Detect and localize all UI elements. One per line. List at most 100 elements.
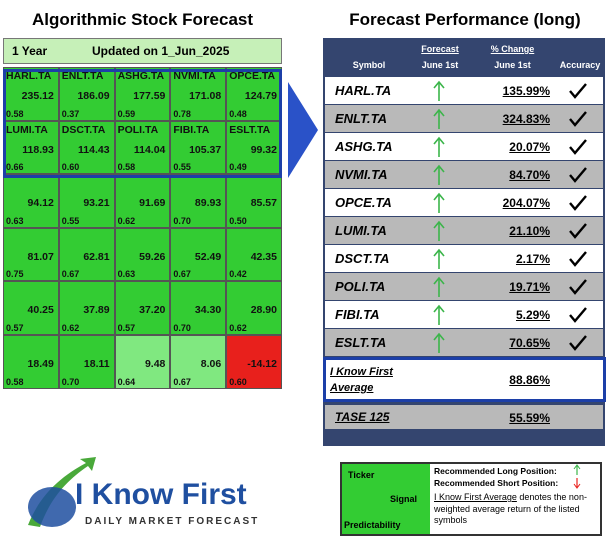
cell-ticker: DSCT.TA — [61, 123, 106, 136]
average-note: denotes the non-weighted average return … — [434, 492, 587, 525]
cell-signal: 52.49 — [194, 250, 222, 263]
cell-signal: 93.21 — [83, 197, 110, 210]
cell-predictability: 0.67 — [173, 376, 191, 387]
right-title: Forecast Performance (long) — [349, 10, 581, 29]
short-arrow — [573, 478, 581, 489]
row-symbol: ESLT.TA — [335, 335, 387, 350]
cell-ticker: ASHG.TA — [117, 70, 165, 82]
table-row — [325, 189, 603, 216]
chevron — [288, 82, 318, 178]
table-row — [325, 329, 603, 356]
forecast-arrow — [433, 192, 445, 213]
cell-signal: 42.35 — [250, 250, 277, 263]
cell-predictability: 0.37 — [61, 108, 80, 119]
heatmap-cell: 8.06 0.67 — [170, 335, 227, 389]
cell-predictability: 0.66 — [6, 162, 24, 173]
heatmap-cell: 52.49 0.67 — [170, 227, 227, 282]
forecast-arrow — [433, 304, 445, 325]
heatmap-cell: 42.35 0.42 — [226, 227, 282, 282]
cell-predictability: 0.60 — [229, 376, 247, 387]
cell-ticker: POLI.TA — [117, 123, 159, 136]
header-accuracy: Accuracy — [559, 60, 601, 70]
cell-predictability: 0.48 — [229, 108, 247, 119]
row-symbol: DSCT.TA — [335, 251, 390, 266]
cell-predictability: 0.60 — [61, 162, 80, 173]
table-row — [325, 105, 603, 132]
cell-signal: 186.09 — [77, 90, 110, 102]
cell-predictability: 0.70 — [173, 215, 191, 226]
benchmark-row — [325, 405, 603, 429]
row-symbol: ASHG.TA — [335, 139, 393, 154]
cell-predictability: 0.58 — [6, 108, 24, 119]
cell-predictability: 0.62 — [229, 322, 247, 333]
cell-signal: 18.49 — [27, 358, 54, 370]
header-change: % Change — [490, 44, 535, 54]
accuracy-check — [569, 307, 587, 323]
heatmap-cell: 81.07 0.75 — [3, 227, 59, 282]
cell-signal: 85.57 — [250, 197, 277, 210]
cell-predictability: 0.75 — [6, 269, 24, 280]
period: 1 Year — [12, 44, 48, 58]
forecast-arrow — [433, 164, 445, 185]
cell-ticker: ESLT.TA — [229, 123, 271, 136]
accuracy-check — [569, 139, 587, 155]
heatmap-cell: 91.69 0.62 — [114, 174, 171, 228]
cell-predictability: 0.64 — [117, 376, 136, 387]
heatmap-cell: -14.12 0.60 — [226, 335, 282, 389]
cell-ticker: FIBI.TA — [173, 123, 210, 136]
legend-long: Recommended Long Position: — [434, 466, 557, 476]
row-change: 2.17% — [515, 252, 550, 266]
cell-ticker: ENLT.TA — [61, 70, 104, 82]
cell-predictability: 0.57 — [117, 322, 136, 333]
accuracy-check — [569, 223, 587, 239]
cell-signal: 62.81 — [83, 250, 110, 263]
accuracy-check — [569, 195, 587, 211]
table-row — [325, 217, 603, 244]
average-change: 88.86% — [509, 373, 550, 387]
cell-signal: 89.93 — [194, 197, 222, 210]
accuracy-check — [569, 83, 587, 99]
cell-predictability: 0.58 — [117, 162, 136, 173]
cell-predictability: 0.58 — [6, 376, 24, 387]
logo-tagline: DAILY MARKET FORECAST — [85, 516, 260, 527]
heatmap-cell: 59.26 0.63 — [114, 227, 171, 282]
cell-signal: 37.89 — [83, 304, 110, 317]
header-change-date: June 1st — [494, 60, 531, 70]
accuracy-check — [569, 111, 587, 127]
accuracy-check — [569, 335, 587, 351]
table-row — [325, 301, 603, 328]
cell-signal: 37.20 — [139, 304, 166, 317]
heatmap-cell: ASHG.TA 177.59 0.59 — [114, 67, 171, 121]
legend-signal: Signal — [390, 494, 418, 504]
cell-predictability: 0.59 — [117, 108, 136, 119]
forecast-arrow — [433, 332, 445, 353]
row-change: 135.99% — [502, 84, 550, 98]
cell-ticker: OPCE.TA — [229, 70, 276, 82]
benchmark-label: TASE 125 — [335, 410, 390, 424]
heatmap-cell: 28.90 0.62 — [226, 281, 282, 335]
cell-predictability: 0.57 — [6, 322, 24, 333]
heatmap-cell: 18.11 0.70 — [58, 335, 115, 389]
forecast-arrow — [433, 276, 445, 297]
left-title: Algorithmic Stock Forecast — [31, 10, 254, 29]
cell-predictability: 0.42 — [229, 269, 247, 280]
average-link: I Know First Average — [434, 492, 517, 502]
cell-predictability: 0.55 — [173, 162, 191, 173]
row-symbol: POLI.TA — [335, 279, 386, 294]
cell-signal: 105.37 — [189, 143, 222, 156]
cell-signal: 81.07 — [27, 250, 54, 263]
row-symbol: NVMI.TA — [335, 167, 388, 182]
heatmap-cell: 62.81 0.67 — [58, 227, 115, 282]
cell-predictability: 0.49 — [229, 162, 247, 173]
cell-signal: 114.04 — [133, 143, 166, 156]
cell-signal: 124.79 — [244, 90, 277, 102]
cell-signal: 235.12 — [21, 90, 54, 102]
cell-signal: 99.32 — [250, 143, 277, 156]
cell-predictability: 0.55 — [61, 215, 80, 226]
cell-signal: 94.12 — [27, 197, 54, 210]
period-bar — [3, 38, 282, 64]
legend-key — [342, 464, 430, 534]
accuracy-check — [569, 167, 587, 183]
row-change: 20.07% — [509, 140, 550, 154]
heatmap-cell: 34.30 0.70 — [170, 281, 227, 335]
